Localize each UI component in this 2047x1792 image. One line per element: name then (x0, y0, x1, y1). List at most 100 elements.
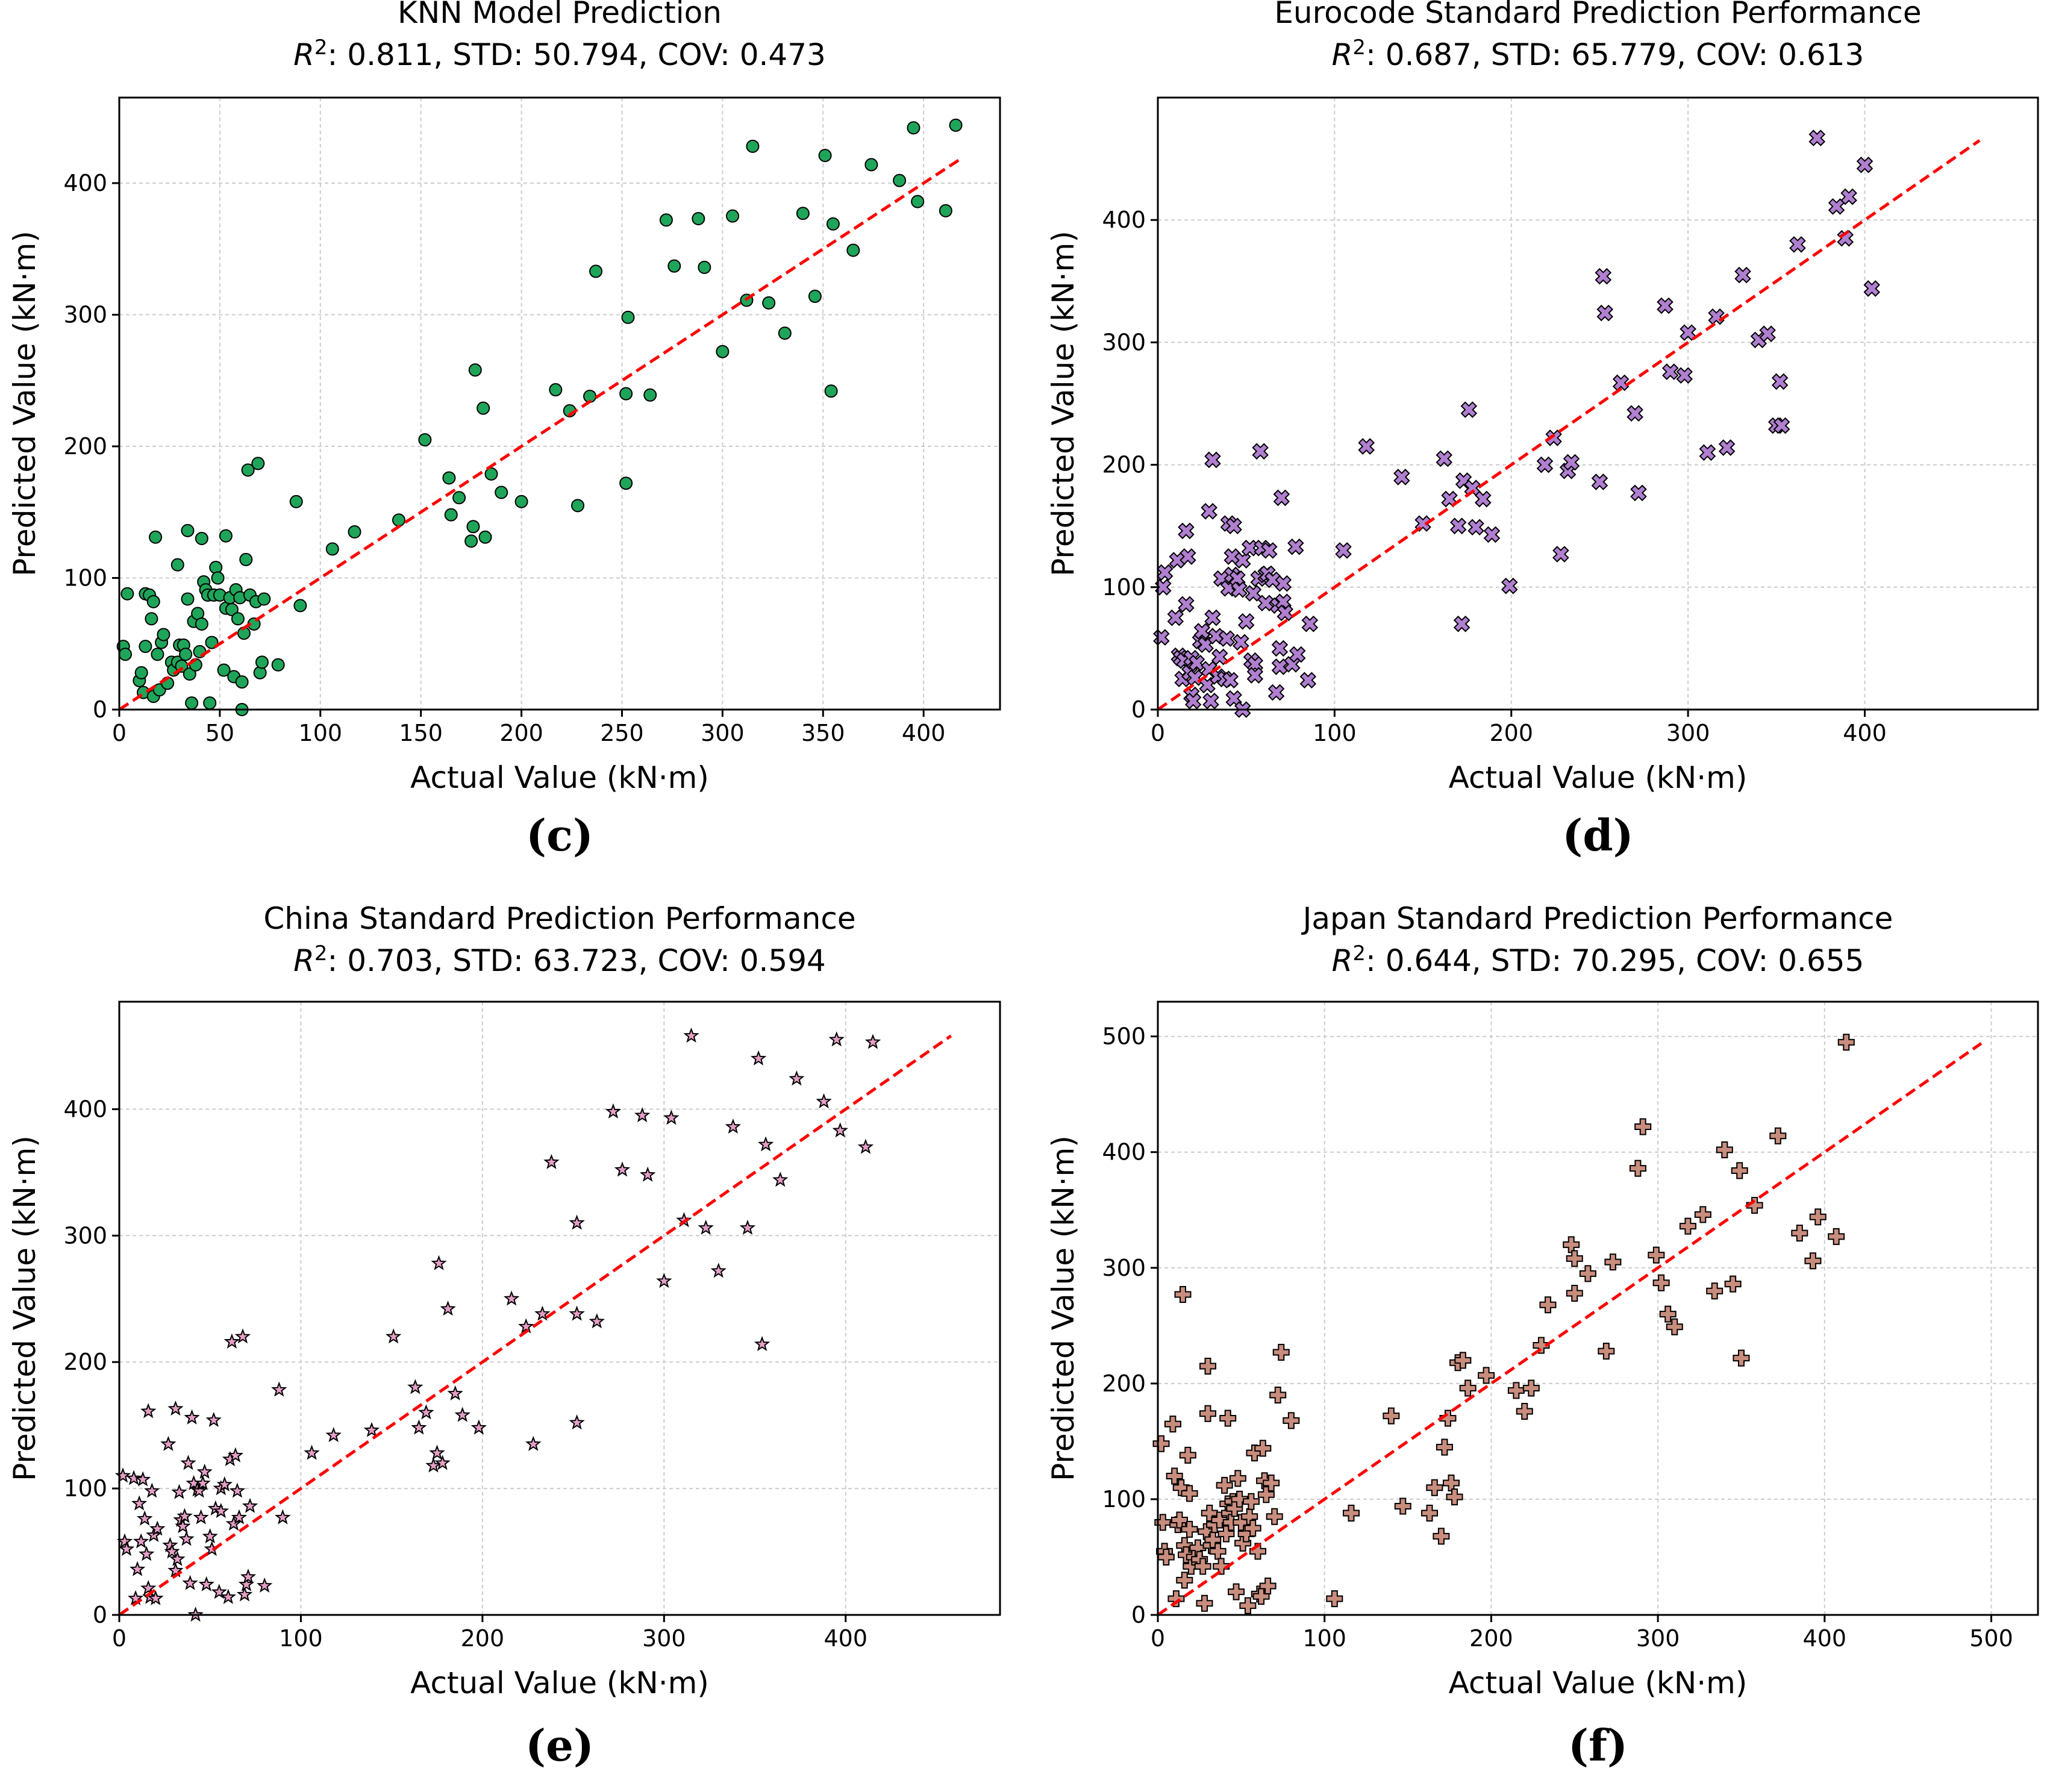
data-point (1552, 546, 1569, 563)
panel-label: (c) (526, 810, 593, 861)
y-axis-label: Predicted Value (kN·m) (7, 1135, 42, 1481)
data-point (1648, 1246, 1665, 1264)
data-point (710, 1263, 727, 1278)
y-axis-label: Predicted Value (kN·m) (7, 231, 42, 576)
data-point (251, 457, 265, 470)
y-tick-label: 200 (1102, 452, 1146, 478)
data-point (911, 195, 925, 208)
data-point (235, 675, 249, 689)
data-point (175, 1518, 191, 1534)
y-tick-label: 200 (63, 1349, 107, 1375)
data-point (504, 1290, 520, 1306)
data-point (195, 531, 208, 545)
data-point (1679, 1217, 1696, 1235)
reference-line (1157, 139, 1981, 711)
data-point (772, 1172, 789, 1187)
data-point (569, 1414, 585, 1430)
y-tick-label: 400 (1102, 207, 1146, 233)
data-point (211, 1584, 228, 1599)
chart-panel-2: Eurocode Standard Prediction Performance… (1046, 0, 2039, 861)
data-point (198, 1576, 214, 1591)
data-point (1271, 640, 1289, 657)
data-point (1676, 367, 1693, 384)
data-point (1731, 1162, 1748, 1179)
data-point (1301, 615, 1319, 632)
y-tick-label: 400 (63, 170, 107, 196)
chart-title: Eurocode Standard Prediction Performance (1274, 0, 1921, 30)
data-point (1545, 429, 1562, 446)
data-point (1176, 1572, 1193, 1589)
x-tick-label: 50 (205, 720, 234, 746)
data-point (1326, 1590, 1343, 1608)
data-point (225, 1516, 242, 1531)
x-tick-label: 100 (299, 720, 343, 746)
data-point (1433, 1528, 1450, 1545)
data-point (407, 1379, 423, 1394)
data-point (1441, 490, 1458, 508)
x-tick-label: 0 (1151, 1625, 1165, 1652)
data-point (229, 1482, 246, 1498)
data-point (605, 1103, 622, 1119)
data-point (1863, 280, 1881, 297)
chart-subtitle: R2: 0.644, STD: 70.295, COV: 0.655 (1332, 941, 1864, 978)
data-point (181, 592, 195, 606)
data-point (1184, 692, 1202, 710)
data-point (1213, 1558, 1230, 1575)
data-point (1706, 1282, 1724, 1300)
data-point (1708, 308, 1725, 325)
data-point (1204, 609, 1221, 626)
data-point (939, 204, 952, 217)
data-point (256, 1577, 273, 1593)
y-tick-label: 300 (63, 1222, 107, 1249)
data-point (148, 1590, 164, 1605)
data-point (857, 1138, 874, 1154)
data-point (1188, 654, 1205, 672)
data-point (1773, 417, 1790, 434)
data-point (1153, 629, 1170, 646)
data-point (1273, 489, 1290, 507)
data-point (205, 1411, 222, 1428)
data-point (114, 1467, 131, 1483)
data-point (231, 612, 245, 626)
data-point (1219, 1410, 1237, 1427)
data-point (1299, 672, 1317, 689)
x-tick-label: 300 (642, 1625, 686, 1652)
data-point (1277, 604, 1294, 622)
data-points (1152, 1034, 1855, 1614)
data-point (1680, 324, 1696, 341)
data-point (1771, 373, 1789, 390)
x-tick-label: 400 (902, 720, 946, 746)
data-point (223, 1333, 240, 1349)
data-point (1225, 690, 1242, 707)
data-point (1242, 1493, 1260, 1510)
data-point (447, 1385, 463, 1400)
chart-title: Japan Standard Prediction Performance (1301, 901, 1893, 936)
reference-line (118, 158, 961, 711)
data-point (816, 1093, 832, 1109)
x-tick-label: 100 (279, 1625, 323, 1652)
data-point (893, 173, 907, 187)
data-point (193, 1509, 209, 1525)
data-point (227, 1447, 244, 1463)
data-point (1791, 1225, 1808, 1242)
data-point (659, 213, 673, 227)
data-point (140, 1403, 157, 1419)
data-point (133, 1533, 149, 1549)
data-point (1287, 538, 1304, 555)
x-axis-label: Actual Value (kN·m) (1449, 1666, 1748, 1700)
grid (1157, 98, 2038, 710)
data-point (1249, 1543, 1267, 1560)
data-point (418, 433, 432, 447)
data-point (241, 463, 255, 477)
data-point (619, 387, 633, 401)
data-point (1196, 1594, 1213, 1612)
data-point (385, 1328, 402, 1344)
data-point (411, 1419, 427, 1435)
data-point (185, 696, 199, 710)
data-point (1627, 405, 1643, 422)
data-point (1536, 456, 1554, 473)
x-tick-label: 0 (112, 720, 127, 746)
data-point (271, 658, 285, 672)
y-tick-label: 0 (1131, 696, 1146, 723)
data-point (1231, 1490, 1248, 1508)
